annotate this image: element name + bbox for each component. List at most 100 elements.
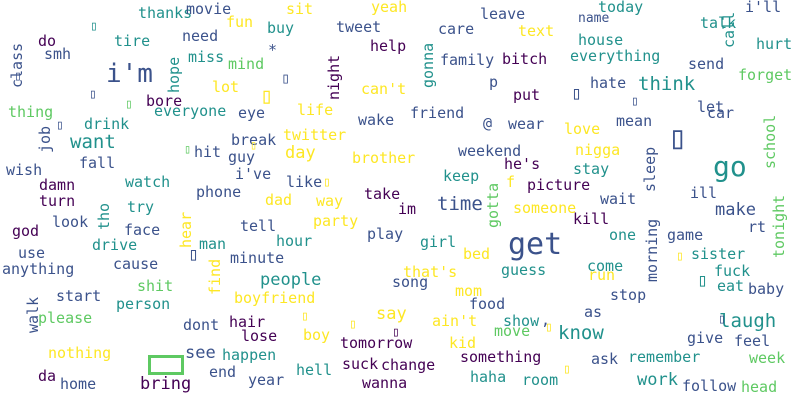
word-10: tweet bbox=[336, 18, 382, 36]
word-3: yeah bbox=[371, 0, 408, 16]
word-135: as bbox=[584, 303, 603, 321]
word-36: p bbox=[489, 73, 499, 91]
word-167: head bbox=[741, 378, 778, 396]
word-50: @ bbox=[483, 114, 493, 132]
word-79: turn bbox=[39, 192, 76, 210]
word-46: friend bbox=[410, 104, 465, 122]
word-119: that's bbox=[403, 263, 458, 281]
word-72: keep bbox=[443, 167, 480, 185]
word-145: give bbox=[687, 329, 724, 347]
word-156: week bbox=[749, 349, 786, 367]
word-61: day bbox=[285, 143, 316, 163]
glyph-box-icon: ▯ bbox=[676, 249, 684, 264]
word-140: show bbox=[503, 312, 540, 330]
word-62: brother bbox=[352, 149, 416, 167]
word-2: sit bbox=[286, 0, 314, 18]
word-129: start bbox=[56, 287, 102, 305]
word-69: wish bbox=[6, 161, 43, 179]
word-170: wanna bbox=[362, 374, 408, 392]
word-141: laugh bbox=[719, 310, 777, 332]
word-44: life bbox=[297, 101, 334, 119]
word-163: haha bbox=[470, 368, 507, 386]
word-103: one bbox=[609, 226, 637, 244]
word-154: ask bbox=[591, 350, 619, 368]
word-165: work bbox=[637, 370, 678, 390]
word-55: want bbox=[70, 131, 116, 153]
glyph-box-icon: ▯ bbox=[14, 69, 22, 84]
word-126: shit bbox=[137, 277, 174, 295]
word-158: change bbox=[381, 356, 436, 374]
word-59: hit bbox=[194, 143, 222, 161]
word-150: nothing bbox=[48, 344, 112, 362]
word-38: think bbox=[638, 73, 696, 95]
glyph-box-icon: ▯ bbox=[718, 312, 726, 327]
word-41: thing bbox=[8, 103, 54, 121]
word-107: girl bbox=[420, 233, 457, 251]
word-132: person bbox=[116, 295, 171, 313]
word-127: mom bbox=[455, 282, 483, 300]
word-26: bitch bbox=[502, 50, 548, 68]
glyph-box-icon: ▯ bbox=[571, 83, 582, 104]
word-111: minute bbox=[230, 249, 285, 267]
word-76: f bbox=[506, 173, 516, 191]
word-147: feel bbox=[734, 332, 771, 350]
glyph-box-icon: ▯ bbox=[323, 175, 331, 190]
word-137: dont bbox=[183, 316, 220, 334]
word-37: hate bbox=[590, 74, 627, 92]
word-142: boy bbox=[303, 326, 331, 344]
word-16: need bbox=[182, 27, 219, 45]
word-160: end bbox=[209, 363, 237, 381]
word-120: guess bbox=[501, 261, 547, 279]
glyph-box-icon: ▯ bbox=[125, 97, 133, 112]
word-117: anything bbox=[2, 260, 75, 278]
word-54: job bbox=[36, 125, 54, 153]
word-95: kill bbox=[573, 210, 610, 228]
word-102: drive bbox=[92, 236, 138, 254]
word-70: i've bbox=[235, 165, 272, 183]
word-121: run bbox=[588, 266, 616, 284]
glyph-box-icon: ▯ bbox=[56, 118, 64, 133]
word-85: tho bbox=[95, 202, 113, 230]
word-53: mean bbox=[616, 112, 653, 130]
word-157: suck bbox=[342, 355, 379, 373]
word-64: nigga bbox=[575, 141, 621, 159]
glyph-box-icon: ▯ bbox=[90, 19, 98, 34]
word-131: stop bbox=[610, 286, 647, 304]
word-164: room bbox=[522, 371, 559, 389]
word-73: damn bbox=[39, 176, 76, 194]
word-91: make bbox=[715, 200, 756, 220]
word-113: sister bbox=[691, 245, 746, 263]
word-66: go bbox=[713, 150, 747, 183]
word-77: picture bbox=[527, 176, 591, 194]
word-108: get bbox=[508, 227, 563, 262]
word-139: ain't bbox=[432, 312, 478, 330]
word-31: night bbox=[325, 54, 343, 100]
word-78: ill bbox=[690, 184, 718, 202]
word-112: bed bbox=[463, 245, 491, 263]
word-68: sleep bbox=[641, 146, 659, 192]
word-122: find bbox=[206, 258, 224, 295]
word-143: lose bbox=[241, 327, 278, 345]
word-106: hour bbox=[276, 232, 313, 250]
glyph-box-icon: ▯ bbox=[545, 320, 553, 335]
word-25: family bbox=[440, 51, 495, 69]
word-144: know bbox=[558, 322, 604, 344]
word-57: break bbox=[231, 131, 277, 149]
word-118: people bbox=[260, 270, 322, 290]
glyph-box-icon: ▯ bbox=[392, 325, 400, 340]
word-30: hope bbox=[165, 56, 183, 93]
word-90: someone bbox=[513, 199, 577, 217]
word-56: twitter bbox=[283, 126, 347, 144]
word-134: say bbox=[376, 304, 407, 324]
word-86: try bbox=[127, 198, 155, 216]
glyph-box-icon: ▯ bbox=[250, 138, 258, 152]
glyph-box-icon: ▯ bbox=[281, 69, 291, 87]
word-168: home bbox=[60, 375, 97, 393]
word-47: let bbox=[697, 98, 725, 116]
word-149: kid bbox=[449, 334, 477, 352]
word-43: eye bbox=[238, 104, 266, 122]
word-100: play bbox=[367, 225, 404, 243]
word-42: everyone bbox=[154, 102, 227, 120]
word-104: game bbox=[667, 226, 704, 244]
